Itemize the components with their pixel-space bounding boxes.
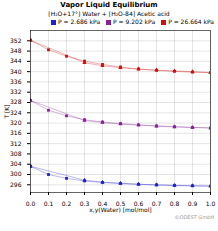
svg-text:324: 324: [10, 109, 22, 116]
svg-text:0.2: 0.2: [62, 200, 72, 207]
svg-text:0.1: 0.1: [44, 200, 54, 207]
svg-text:316: 316: [10, 129, 22, 136]
svg-text:0.8: 0.8: [170, 200, 180, 207]
svg-text:336: 336: [10, 78, 22, 85]
html-text:©ODEST GmbH: ©ODEST GmbH: [174, 214, 214, 220]
svg-text:328: 328: [10, 98, 22, 105]
svg-text:0.6: 0.6: [133, 199, 144, 207]
svg-text:352: 352: [10, 37, 22, 44]
svg-text:1.0: 1.0: [206, 200, 216, 207]
svg-text:348: 348: [10, 47, 22, 54]
svg-text:304: 304: [10, 160, 22, 167]
svg-text:312: 312: [10, 140, 22, 147]
svg-text:0.0: 0.0: [26, 200, 36, 207]
svg-text:T [K]: T [K]: [3, 104, 10, 119]
svg-text:332: 332: [10, 88, 22, 95]
html-text:P = 2.686 kPa: P = 2.686 kPa: [58, 18, 101, 25]
svg-text:0.7: 0.7: [152, 200, 162, 207]
html-text:P = 26.664 kPa: P = 26.664 kPa: [168, 18, 214, 25]
svg-text:300: 300: [10, 170, 22, 177]
svg-text:320: 320: [10, 119, 22, 126]
svg-text:x,y(Water) [mol/mol]: x,y(Water) [mol/mol]: [89, 206, 151, 214]
svg-text:344: 344: [10, 57, 22, 64]
svg-text:0.4: 0.4: [97, 199, 108, 207]
svg-text:308: 308: [10, 150, 22, 157]
svg-text:0.5: 0.5: [115, 199, 126, 207]
svg-text:0.9: 0.9: [188, 200, 198, 207]
html-text:Vapor Liquid Equilibrium: Vapor Liquid Equilibrium: [60, 1, 158, 9]
svg-text:340: 340: [10, 68, 22, 75]
svg-text:296: 296: [10, 181, 22, 188]
html-text:[H₂O+17°] Water + [H₂O-84] Ace: [H₂O+17°] Water + [H₂O-84] Acetic acid: [48, 10, 170, 17]
html-text:P = 9.202 kPa: P = 9.202 kPa: [113, 18, 156, 25]
svg-text:0.3: 0.3: [80, 200, 90, 207]
